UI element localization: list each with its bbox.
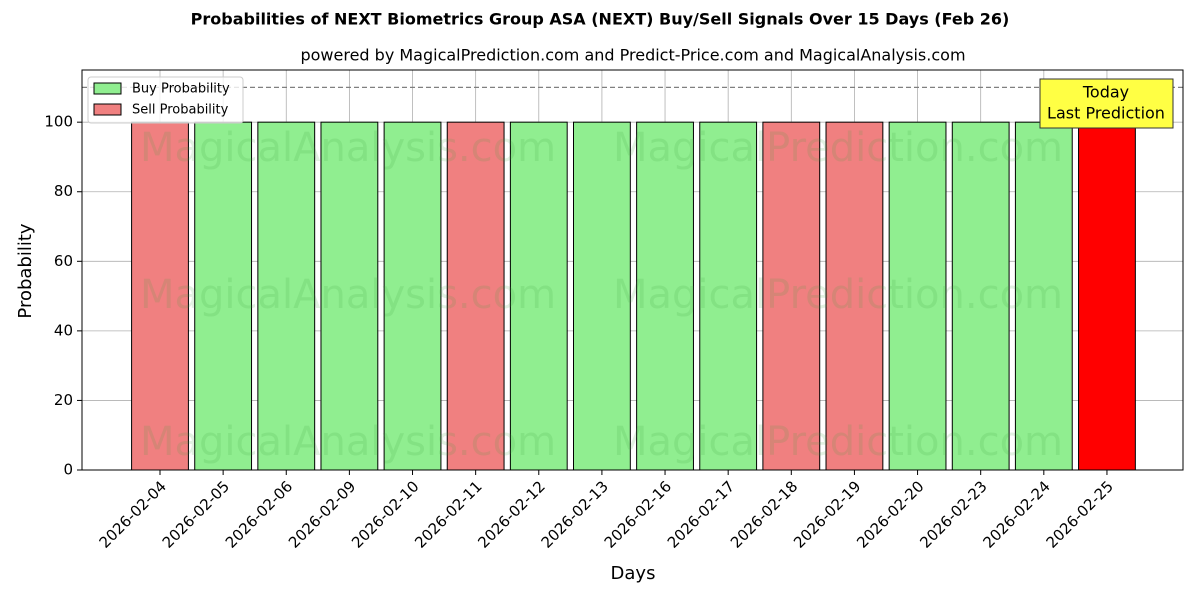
bar [573, 121, 631, 471]
x-tick-label: 2026-02-12 [474, 477, 548, 551]
bar [825, 121, 884, 471]
legend-swatch [93, 82, 122, 95]
y-tick-label: 40 [54, 321, 73, 339]
bar [762, 121, 821, 471]
bar [636, 121, 694, 471]
bar [888, 121, 947, 471]
bar [1078, 121, 1136, 471]
y-tick-label: 20 [54, 391, 73, 409]
x-tick-label: 2026-02-05 [159, 477, 233, 551]
y-tick-label: 0 [63, 461, 73, 479]
x-tick-label: 2026-02-16 [601, 477, 675, 551]
chart-subtitle: powered by MagicalPrediction.com and Pre… [300, 46, 965, 65]
bar [446, 121, 505, 471]
legend-label: Buy Probability [132, 82, 230, 97]
y-tick-label: 100 [44, 113, 73, 131]
x-tick-label: 2026-02-23 [916, 477, 990, 551]
plot-frame [81, 69, 1184, 471]
x-tick-label: 2026-02-10 [348, 477, 422, 551]
y-axis-label: Probability [15, 223, 36, 318]
x-tick-label: 2026-02-04 [96, 477, 170, 551]
bar [1014, 121, 1073, 471]
y-tick-label: 80 [54, 182, 73, 200]
x-tick-label: 2026-02-19 [790, 477, 864, 551]
bar [951, 121, 1010, 471]
y-tick-label: 60 [54, 252, 73, 270]
x-tick-label: 2026-02-24 [979, 477, 1053, 551]
chart-title: Probabilities of NEXT Biometrics Group A… [191, 10, 1010, 29]
watermark: MagicalAnalysis.com [140, 272, 556, 318]
watermark: MagicalAnalysis.com [140, 125, 556, 171]
x-tick-label: 2026-02-09 [285, 477, 359, 551]
x-tick-label: 2026-02-06 [222, 477, 296, 551]
bar [383, 121, 442, 471]
watermark: MagicalPrediction.com [613, 272, 1063, 318]
bar [699, 121, 758, 471]
bars [131, 121, 1136, 471]
legend-swatch [93, 103, 122, 116]
bar [320, 121, 379, 471]
x-tick-label: 2026-02-20 [853, 477, 927, 551]
watermark: MagicalAnalysis.com [140, 419, 556, 465]
x-tick-label: 2026-02-25 [1043, 477, 1117, 551]
bar [131, 121, 189, 471]
annotation-box [1039, 78, 1174, 129]
x-tick-label: 2026-02-13 [538, 477, 612, 551]
x-tick-label: 2026-02-18 [727, 477, 801, 551]
bar [509, 121, 568, 471]
watermark: MagicalPrediction.com [613, 419, 1063, 465]
annotation-text: Last Prediction [1047, 104, 1165, 123]
legend-box [87, 76, 244, 124]
legend-label: Sell Probability [132, 103, 229, 118]
x-tick-label: 2026-02-11 [411, 477, 485, 551]
x-axis-label: Days [611, 563, 656, 584]
x-tick-label: 2026-02-17 [664, 477, 738, 551]
watermark: MagicalPrediction.com [613, 125, 1063, 171]
annotation-text: Today [1082, 83, 1129, 102]
